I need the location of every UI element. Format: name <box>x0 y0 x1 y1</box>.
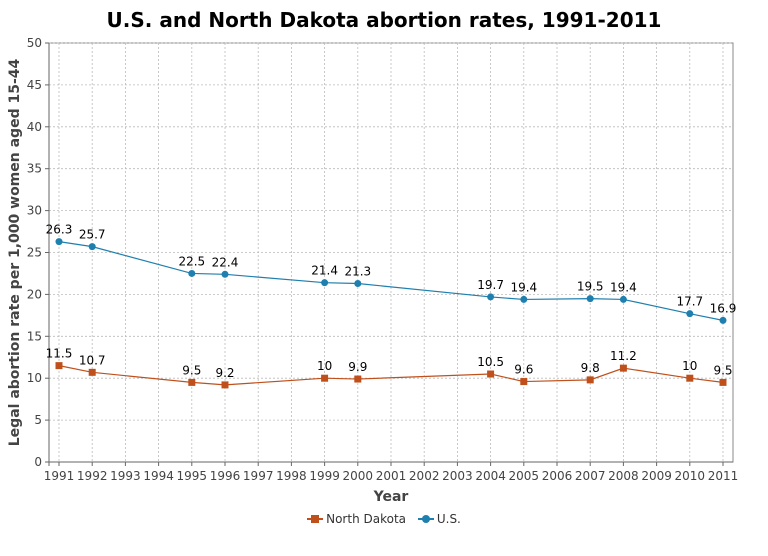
data-point <box>221 270 229 278</box>
x-tick-label: 2008 <box>608 469 639 483</box>
data-point <box>55 362 63 370</box>
data-point <box>520 295 528 303</box>
data-point <box>188 269 196 277</box>
data-point <box>354 375 362 383</box>
x-tick-label: 2006 <box>542 469 573 483</box>
legend-label-north-dakota: North Dakota <box>326 512 407 526</box>
x-tick-label: 1995 <box>177 469 208 483</box>
data-label: 16.9 <box>710 301 737 315</box>
y-tick-label: 5 <box>34 413 42 427</box>
data-point <box>354 280 362 288</box>
data-label: 9.8 <box>581 361 600 375</box>
data-label: 10.5 <box>477 355 504 369</box>
data-point <box>686 374 694 382</box>
x-tick-label: 2001 <box>376 469 407 483</box>
data-point <box>619 295 627 303</box>
y-tick-label: 40 <box>27 120 42 134</box>
x-tick-label: 2002 <box>409 469 440 483</box>
x-tick-label: 1997 <box>243 469 274 483</box>
data-label: 9.5 <box>182 363 201 377</box>
square-marker-icon <box>307 514 324 524</box>
data-point <box>188 378 196 386</box>
y-tick-label: 0 <box>34 455 42 469</box>
legend-label-us: U.S. <box>436 512 461 526</box>
data-point <box>586 295 594 303</box>
y-tick-label: 25 <box>27 246 42 260</box>
x-tick-label: 1992 <box>77 469 108 483</box>
y-tick-label: 50 <box>27 36 42 50</box>
x-tick-label: 1993 <box>110 469 141 483</box>
x-tick-label: 2011 <box>708 469 739 483</box>
x-tick-label: 2000 <box>343 469 374 483</box>
data-label: 9.2 <box>215 366 234 380</box>
data-point <box>88 243 96 251</box>
data-point <box>55 238 63 246</box>
x-tick-label: 1994 <box>143 469 174 483</box>
x-tick-label: 1991 <box>44 469 75 483</box>
data-label: 11.5 <box>46 347 73 361</box>
x-tick-label: 2003 <box>442 469 473 483</box>
data-label: 19.4 <box>610 280 637 294</box>
x-tick-label: 2007 <box>575 469 606 483</box>
data-label: 25.7 <box>79 228 106 242</box>
y-axis-title: Legal abortion rate per 1,000 women aged… <box>7 59 23 447</box>
y-tick-label: 15 <box>27 329 42 343</box>
data-point <box>586 376 594 384</box>
data-label: 9.5 <box>713 363 732 377</box>
data-point <box>221 381 229 389</box>
circle-marker-icon <box>417 514 434 524</box>
x-tick-label: 1998 <box>276 469 307 483</box>
data-label: 21.4 <box>311 264 338 278</box>
data-label: 11.2 <box>610 349 637 363</box>
series-line-1 <box>58 241 724 321</box>
data-label: 10 <box>682 359 697 373</box>
data-point <box>88 368 96 376</box>
legend-item-us[interactable]: U.S. <box>417 512 461 526</box>
data-label: 22.4 <box>212 255 239 269</box>
x-tick-label: 2004 <box>475 469 506 483</box>
series-line-0 <box>58 365 724 386</box>
x-axis-title: Year <box>373 489 409 505</box>
x-tick-label: 2010 <box>675 469 706 483</box>
data-point <box>719 316 727 324</box>
data-point <box>487 370 495 378</box>
data-label: 22.5 <box>178 254 205 268</box>
data-label: 19.5 <box>577 280 604 294</box>
data-point <box>321 279 329 287</box>
y-tick-label: 20 <box>27 287 42 301</box>
data-point <box>321 374 329 382</box>
data-label: 19.7 <box>477 278 504 292</box>
data-label: 21.3 <box>344 265 371 279</box>
data-label: 17.7 <box>676 295 703 309</box>
data-point <box>719 378 727 386</box>
data-label: 26.3 <box>46 223 73 237</box>
y-tick-label: 30 <box>27 204 42 218</box>
y-tick-label: 45 <box>27 78 42 92</box>
chart-title: U.S. and North Dakota abortion rates, 19… <box>106 8 662 32</box>
data-label: 10.7 <box>79 353 106 367</box>
data-point <box>520 378 528 386</box>
legend: North Dakota U.S. <box>0 512 768 527</box>
data-label: 9.9 <box>348 360 367 374</box>
data-point <box>619 364 627 372</box>
x-tick-label: 2009 <box>641 469 672 483</box>
x-tick-label: 1999 <box>309 469 340 483</box>
data-point <box>686 310 694 318</box>
data-label: 10 <box>317 359 332 373</box>
x-tick-label: 2005 <box>509 469 540 483</box>
data-point <box>487 293 495 301</box>
data-label: 9.6 <box>514 363 533 377</box>
y-tick-label: 35 <box>27 162 42 176</box>
x-tick-label: 1996 <box>210 469 241 483</box>
data-label: 19.4 <box>510 280 537 294</box>
y-tick-label: 10 <box>27 371 42 385</box>
legend-item-north-dakota[interactable]: North Dakota <box>307 512 406 526</box>
